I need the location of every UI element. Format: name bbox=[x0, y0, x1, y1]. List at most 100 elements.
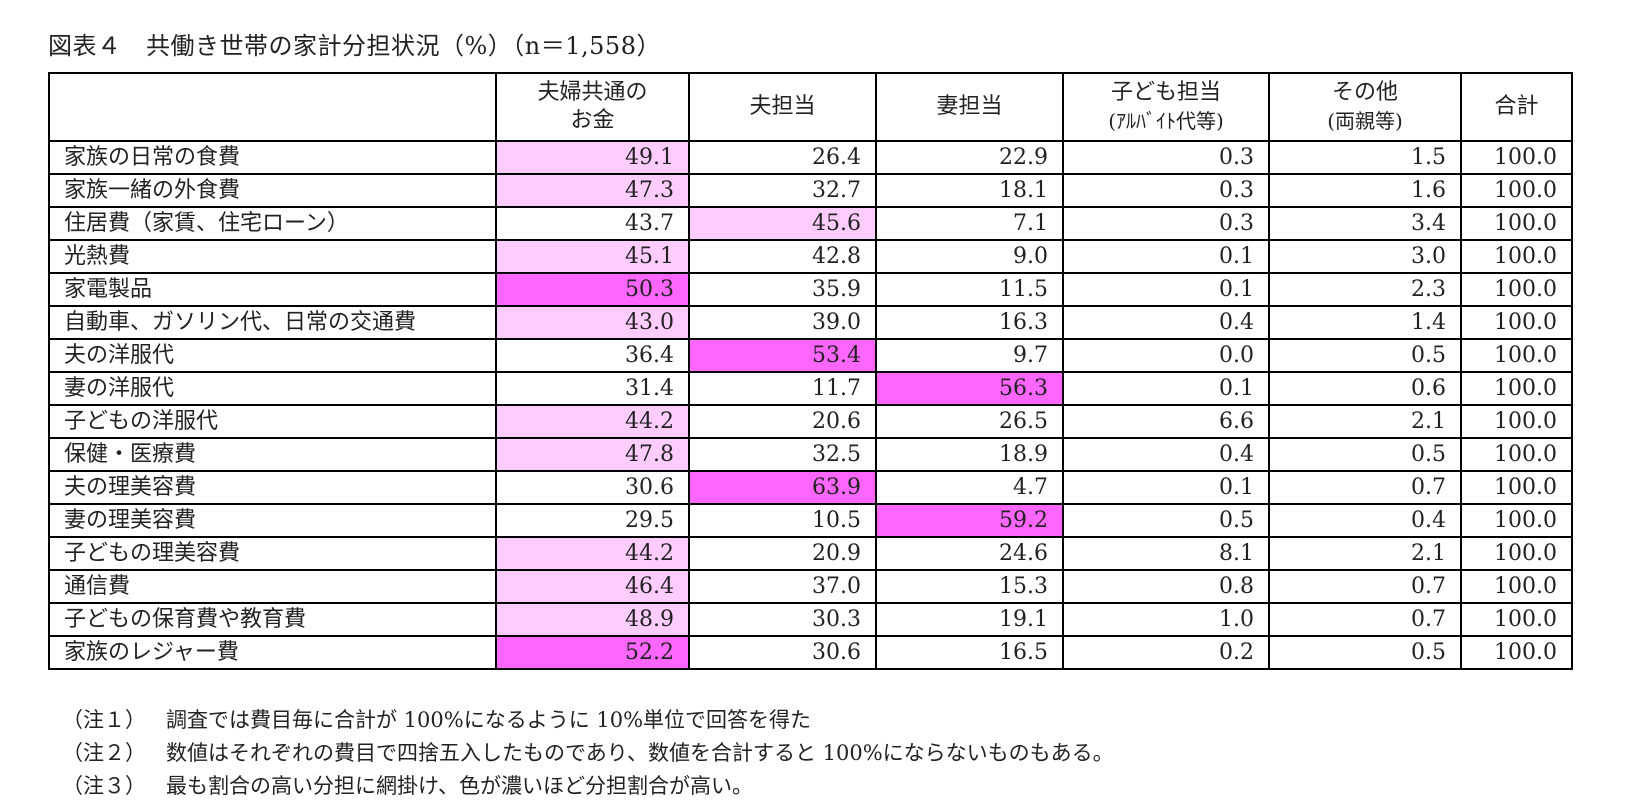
cell-other: 1.4 bbox=[1268, 305, 1462, 340]
cell-shared: 29.5 bbox=[495, 503, 690, 538]
cell-husband: 11.7 bbox=[688, 371, 877, 406]
cell-other: 0.4 bbox=[1268, 503, 1462, 538]
cell-shared: 47.8 bbox=[495, 437, 690, 472]
cell-other: 3.0 bbox=[1268, 239, 1462, 274]
cell-other: 2.1 bbox=[1268, 536, 1462, 571]
cell-children: 0.1 bbox=[1062, 272, 1270, 307]
cell-wife: 19.1 bbox=[875, 602, 1064, 637]
cell-children: 0.4 bbox=[1062, 437, 1270, 472]
cell-total: 100.0 bbox=[1460, 635, 1573, 670]
header-row: 夫婦共通の お金 夫担当 妻担当 子ども担当 (ｱﾙﾊﾞｲﾄ代等) その他 (両親等)… bbox=[48, 72, 1573, 142]
header-blank bbox=[48, 72, 497, 142]
table-row: 子どもの理美容費 44.2 20.9 24.6 8.1 2.1 100.0 bbox=[48, 536, 1573, 571]
row-label: 夫の理美容費 bbox=[48, 470, 497, 505]
cell-children: 0.8 bbox=[1062, 569, 1270, 604]
cell-husband: 20.9 bbox=[688, 536, 877, 571]
cell-total: 100.0 bbox=[1460, 371, 1573, 406]
cell-total: 100.0 bbox=[1460, 173, 1573, 208]
cell-wife: 16.5 bbox=[875, 635, 1064, 670]
cell-children: 0.1 bbox=[1062, 470, 1270, 505]
cell-shared: 43.7 bbox=[495, 206, 690, 241]
header-shared-money: 夫婦共通の お金 bbox=[495, 72, 690, 142]
cell-total: 100.0 bbox=[1460, 140, 1573, 175]
cell-wife: 11.5 bbox=[875, 272, 1064, 307]
cell-children: 0.4 bbox=[1062, 305, 1270, 340]
row-label: 家族の日常の食費 bbox=[48, 140, 497, 175]
header-wife: 妻担当 bbox=[875, 72, 1064, 142]
cell-wife: 24.6 bbox=[875, 536, 1064, 571]
cell-wife: 9.7 bbox=[875, 338, 1064, 373]
cell-wife: 26.5 bbox=[875, 404, 1064, 439]
row-label: 子どもの理美容費 bbox=[48, 536, 497, 571]
cell-children: 0.1 bbox=[1062, 371, 1270, 406]
table-row: 夫の洋服代 36.4 53.4 9.7 0.0 0.5 100.0 bbox=[48, 338, 1573, 373]
cell-shared: 36.4 bbox=[495, 338, 690, 373]
cell-other: 0.7 bbox=[1268, 602, 1462, 637]
cell-other: 0.7 bbox=[1268, 569, 1462, 604]
cell-shared: 45.1 bbox=[495, 239, 690, 274]
cell-shared: 44.2 bbox=[495, 404, 690, 439]
cell-children: 6.6 bbox=[1062, 404, 1270, 439]
header-total: 合計 bbox=[1460, 72, 1573, 142]
cell-total: 100.0 bbox=[1460, 437, 1573, 472]
cell-shared: 30.6 bbox=[495, 470, 690, 505]
cell-children: 0.3 bbox=[1062, 140, 1270, 175]
cell-other: 2.1 bbox=[1268, 404, 1462, 439]
household-expense-table: 夫婦共通の お金 夫担当 妻担当 子ども担当 (ｱﾙﾊﾞｲﾄ代等) その他 (両親等)… bbox=[48, 72, 1573, 670]
cell-other: 0.5 bbox=[1268, 338, 1462, 373]
cell-other: 0.5 bbox=[1268, 437, 1462, 472]
row-label: 妻の理美容費 bbox=[48, 503, 497, 538]
cell-other: 0.6 bbox=[1268, 371, 1462, 406]
cell-total: 100.0 bbox=[1460, 272, 1573, 307]
cell-children: 0.3 bbox=[1062, 173, 1270, 208]
cell-total: 100.0 bbox=[1460, 536, 1573, 571]
table-row: 妻の理美容費 29.5 10.5 59.2 0.5 0.4 100.0 bbox=[48, 503, 1573, 538]
cell-shared: 44.2 bbox=[495, 536, 690, 571]
cell-husband: 63.9 bbox=[688, 470, 877, 505]
row-label: 自動車、ガソリン代、日常の交通費 bbox=[48, 305, 497, 340]
cell-total: 100.0 bbox=[1460, 503, 1573, 538]
table-row: 住居費（家賃、住宅ローン） 43.7 45.6 7.1 0.3 3.4 100.0 bbox=[48, 206, 1573, 241]
cell-wife: 22.9 bbox=[875, 140, 1064, 175]
table-row: 通信費 46.4 37.0 15.3 0.8 0.7 100.0 bbox=[48, 569, 1573, 604]
row-label: 妻の洋服代 bbox=[48, 371, 497, 406]
table-row: 家族のレジャー費 52.2 30.6 16.5 0.2 0.5 100.0 bbox=[48, 635, 1573, 670]
cell-husband: 35.9 bbox=[688, 272, 877, 307]
table-row: 子どもの保育費や教育費 48.9 30.3 19.1 1.0 0.7 100.0 bbox=[48, 602, 1573, 637]
cell-shared: 43.0 bbox=[495, 305, 690, 340]
cell-husband: 45.6 bbox=[688, 206, 877, 241]
cell-shared: 48.9 bbox=[495, 602, 690, 637]
cell-other: 2.3 bbox=[1268, 272, 1462, 307]
row-label: 住居費（家賃、住宅ローン） bbox=[48, 206, 497, 241]
row-label: 家族一緒の外食費 bbox=[48, 173, 497, 208]
cell-other: 0.7 bbox=[1268, 470, 1462, 505]
row-label: 夫の洋服代 bbox=[48, 338, 497, 373]
header-other: その他 (両親等) bbox=[1268, 72, 1462, 142]
row-label: 光熱費 bbox=[48, 239, 497, 274]
footnote-3: （注３） 最も割合の高い分担に網掛け、色が濃いほど分担割合が高い。 bbox=[62, 774, 753, 798]
row-label: 子どもの洋服代 bbox=[48, 404, 497, 439]
cell-husband: 20.6 bbox=[688, 404, 877, 439]
cell-other: 1.5 bbox=[1268, 140, 1462, 175]
cell-shared: 47.3 bbox=[495, 173, 690, 208]
cell-shared: 49.1 bbox=[495, 140, 690, 175]
footnote-1: （注１） 調査では費目毎に合計が 100%になるように 10%単位で回答を得た bbox=[62, 708, 812, 732]
cell-wife: 7.1 bbox=[875, 206, 1064, 241]
cell-children: 0.5 bbox=[1062, 503, 1270, 538]
cell-husband: 30.6 bbox=[688, 635, 877, 670]
cell-total: 100.0 bbox=[1460, 206, 1573, 241]
cell-wife: 9.0 bbox=[875, 239, 1064, 274]
cell-other: 3.4 bbox=[1268, 206, 1462, 241]
table-row: 光熱費 45.1 42.8 9.0 0.1 3.0 100.0 bbox=[48, 239, 1573, 274]
cell-shared: 46.4 bbox=[495, 569, 690, 604]
cell-total: 100.0 bbox=[1460, 602, 1573, 637]
cell-shared: 31.4 bbox=[495, 371, 690, 406]
cell-wife: 18.1 bbox=[875, 173, 1064, 208]
row-label: 保健・医療費 bbox=[48, 437, 497, 472]
cell-husband: 10.5 bbox=[688, 503, 877, 538]
cell-wife: 4.7 bbox=[875, 470, 1064, 505]
cell-husband: 53.4 bbox=[688, 338, 877, 373]
cell-children: 0.1 bbox=[1062, 239, 1270, 274]
table-title: 図表４ 共働き世帯の家計分担状況（%）（n＝1,558） bbox=[48, 32, 661, 60]
row-label: 家族のレジャー費 bbox=[48, 635, 497, 670]
